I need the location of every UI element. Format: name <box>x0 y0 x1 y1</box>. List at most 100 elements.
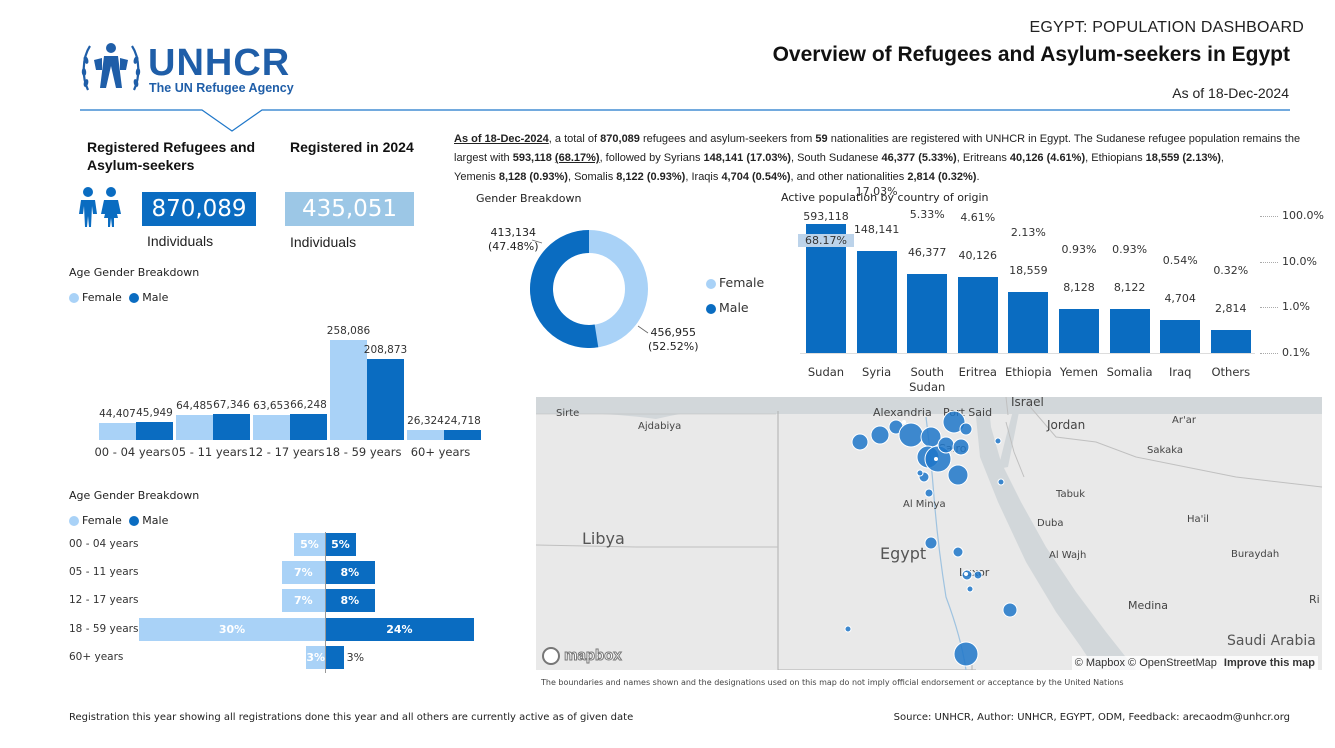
map-attribution-text[interactable]: © Mapbox © OpenStreetMap <box>1074 657 1217 669</box>
map-point[interactable] <box>973 570 983 580</box>
legend-male-dot <box>129 516 140 526</box>
footer-source: Source: UNHCR, Author: UNHCR, EGYPT, ODM… <box>893 712 1290 723</box>
summary-text: , Iraqis <box>685 171 722 183</box>
legend-male-label: Male <box>719 300 749 315</box>
summary-text: , a total of <box>548 133 601 145</box>
summary-text: . <box>976 171 980 183</box>
improve-map-link[interactable]: Improve this map <box>1223 657 1315 669</box>
pyramid-age-label: 00 - 04 years <box>69 538 139 550</box>
age-bar-female[interactable] <box>176 415 213 440</box>
legend-female-label: Female <box>719 275 765 290</box>
country-pct-label: 17.03% <box>855 185 898 199</box>
country-pct-label: 0.54% <box>1162 253 1198 267</box>
country-value-label: 18,559 <box>1009 264 1048 278</box>
country-bar[interactable] <box>1109 308 1150 353</box>
age-bar-female[interactable] <box>99 422 136 440</box>
map-point[interactable] <box>994 437 1002 445</box>
pyramid-male-bar[interactable]: 8% <box>325 561 375 585</box>
map-point[interactable] <box>870 425 890 445</box>
pyramid-age-label: 12 - 17 years <box>69 594 139 607</box>
age-category-label: 60+ years <box>410 445 471 459</box>
map-label-ajdabiya: Ajdabiya <box>638 421 682 432</box>
map-label-al-minya: Al Minya <box>903 499 946 510</box>
map-point[interactable] <box>959 422 973 436</box>
summary-text: , South Sudanese <box>790 152 882 164</box>
pyramid-male-bar[interactable] <box>325 645 344 669</box>
pyramid-female-bar[interactable]: 5% <box>294 533 325 556</box>
donut-legend-male[interactable]: Male <box>706 295 764 320</box>
country-bar[interactable] <box>1008 292 1049 353</box>
country-bar[interactable] <box>1160 319 1201 353</box>
map-point[interactable] <box>924 536 938 550</box>
mapbox-icon <box>542 647 560 666</box>
donut-legend-female[interactable]: Female <box>706 270 764 295</box>
country-pct-label: 5.33% <box>909 208 945 222</box>
age-category-label: 00 - 04 years <box>94 445 171 459</box>
age-bar-female[interactable] <box>407 429 444 440</box>
map-point[interactable] <box>844 625 852 633</box>
map-label-egypt: Egypt <box>880 544 927 563</box>
country-gridline <box>1260 353 1278 354</box>
map-point[interactable] <box>952 546 964 558</box>
country-bar[interactable] <box>1059 308 1099 353</box>
map-label-libya: Libya <box>582 529 625 548</box>
country-bar[interactable] <box>1210 329 1251 353</box>
legend-female-dot <box>706 278 716 289</box>
legend-female-label[interactable]: Female <box>82 514 122 527</box>
country-bar[interactable] <box>957 277 998 353</box>
gender-donut-chart <box>530 230 648 348</box>
age-bar-male[interactable] <box>444 430 481 440</box>
map-label-saudi-arabia: Saudi Arabia <box>1227 633 1316 649</box>
country-bar[interactable] <box>856 251 897 353</box>
donut-male-segment[interactable] <box>530 230 599 348</box>
map-label-duba: Duba <box>1037 518 1064 529</box>
legend-male-dot <box>129 293 140 303</box>
map-point[interactable] <box>966 585 974 593</box>
country-category-label: Ethiopia <box>1004 365 1052 379</box>
map-panel[interactable]: Sirte Ajdabiya Alexandria Port Said Isra… <box>536 397 1322 670</box>
map-basemap <box>536 397 1322 670</box>
map-point[interactable] <box>947 464 969 486</box>
age-bar-female[interactable] <box>253 415 290 440</box>
pyramid-female-bar[interactable]: 7% <box>281 561 325 585</box>
map-point[interactable] <box>851 433 869 451</box>
donut-female-count: 413,134 <box>490 226 537 239</box>
map-point[interactable] <box>916 469 924 477</box>
unhcr-emblem-icon <box>81 43 141 91</box>
age-bar-male[interactable] <box>136 422 173 440</box>
donut-male-pct: (52.52%) <box>648 340 699 353</box>
age-bar-value-label: 64,485 <box>176 400 213 412</box>
country-pct-label: 0.93% <box>1112 242 1148 256</box>
mapbox-logo[interactable]: mapbox <box>542 647 622 666</box>
age-bar-male[interactable] <box>290 414 327 440</box>
map-point[interactable] <box>1002 602 1018 618</box>
map-point[interactable] <box>898 422 924 448</box>
pyramid-female-bar[interactable]: 30% <box>139 617 325 641</box>
summary-eritrea: 40,126 (4.61%) <box>1009 152 1086 164</box>
pyramid-male-bar[interactable]: 8% <box>325 589 375 613</box>
pyramid-female-bar[interactable]: 7% <box>281 589 325 613</box>
pyramid-male-bar[interactable]: 5% <box>325 533 356 556</box>
country-chart-title: Active population by country of origin <box>781 191 989 204</box>
country-category-label: Iraq <box>1168 365 1192 379</box>
map-point[interactable] <box>937 436 955 454</box>
map-point[interactable] <box>953 641 979 667</box>
pyramid-male-bar[interactable]: 24% <box>325 617 474 641</box>
legend-male-label[interactable]: Male <box>142 291 169 304</box>
country-value-label: 8,128 <box>1063 280 1095 294</box>
country-value-label: 593,118 <box>803 210 849 223</box>
country-axis-tick: 1.0% <box>1282 300 1310 314</box>
map-point[interactable] <box>952 438 970 456</box>
age-bar-male[interactable] <box>213 413 250 440</box>
map-point[interactable] <box>997 478 1005 486</box>
age-bar-male[interactable] <box>367 359 404 440</box>
legend-female-label[interactable]: Female <box>82 291 122 304</box>
age-bar-female[interactable] <box>330 340 367 440</box>
map-point[interactable] <box>942 410 966 434</box>
map-point[interactable] <box>924 488 934 498</box>
pyramid-female-bar[interactable]: 3% <box>306 645 325 669</box>
legend-male-label[interactable]: Male <box>142 514 169 527</box>
country-bar[interactable] <box>907 274 948 353</box>
country-bar-chart: 593,118 68.17% Sudan 148,141 17.03% Syria 46,3… <box>798 185 1330 395</box>
map-label-tabuk: Tabuk <box>1056 489 1086 500</box>
